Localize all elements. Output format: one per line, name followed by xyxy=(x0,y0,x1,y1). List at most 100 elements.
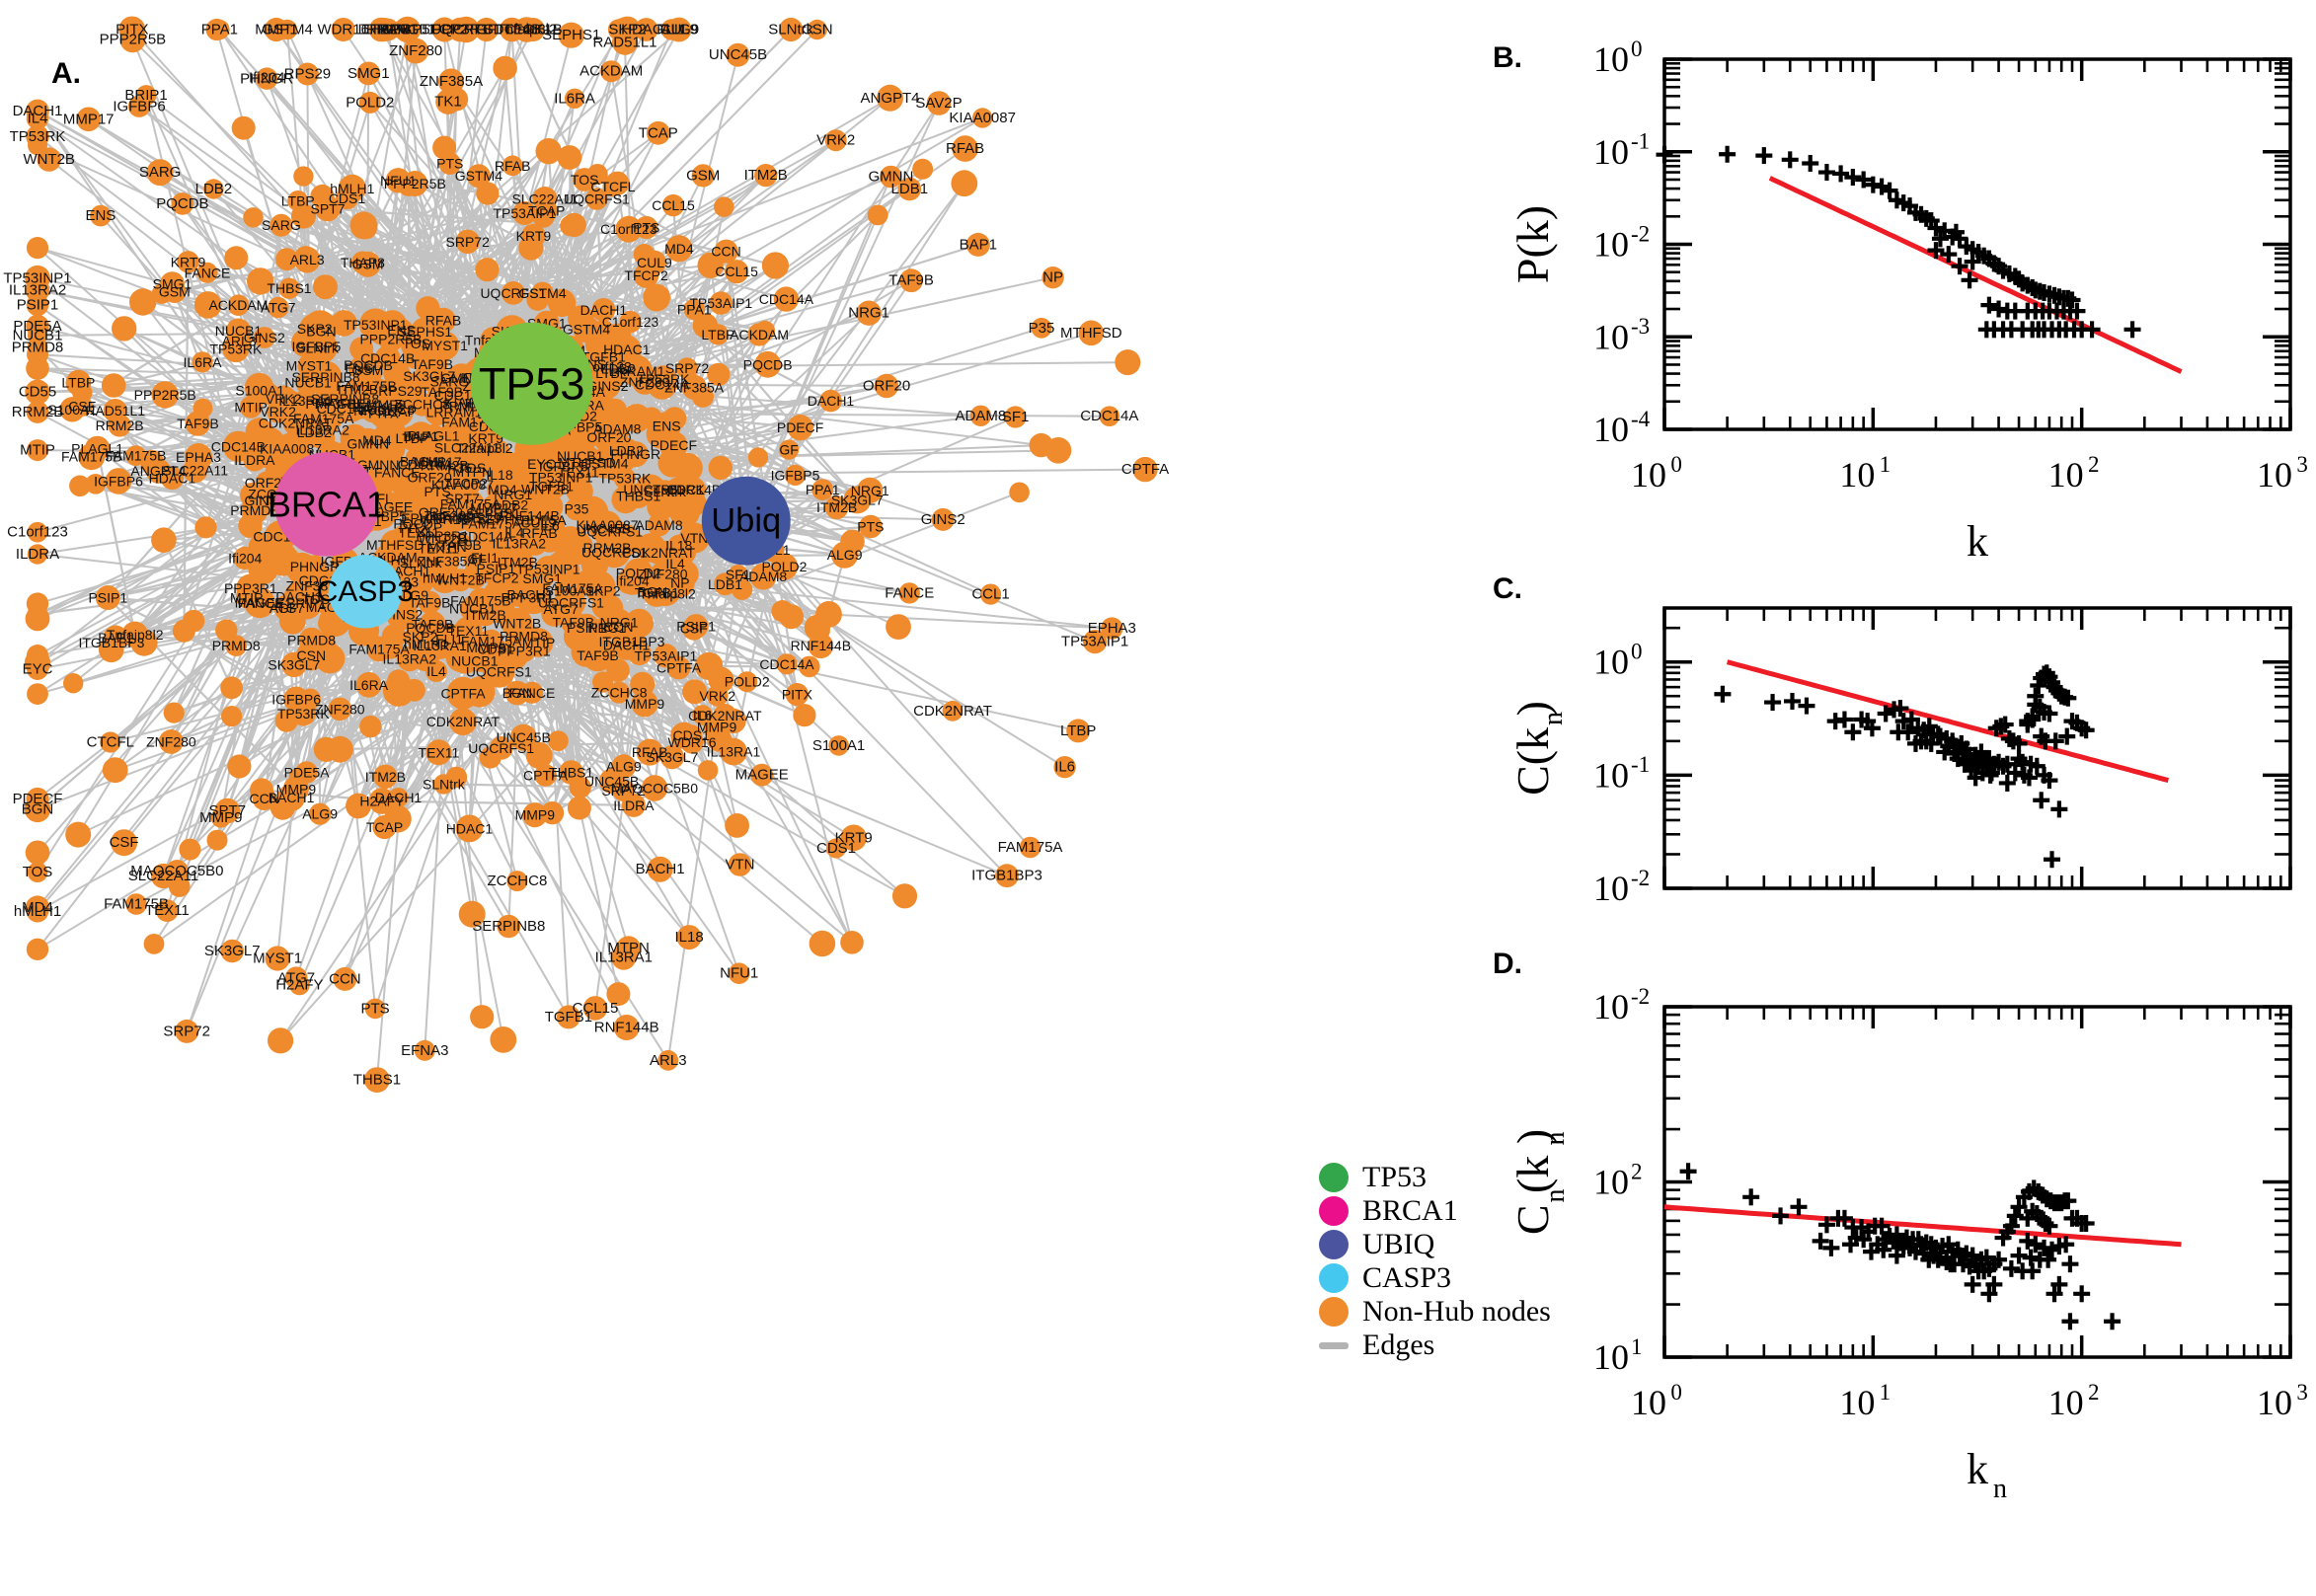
network-node[interactable] xyxy=(1009,483,1030,503)
network-node[interactable] xyxy=(684,299,706,321)
network-node[interactable] xyxy=(570,777,591,798)
network-node[interactable] xyxy=(612,754,637,779)
network-node[interactable] xyxy=(776,653,797,674)
network-node[interactable] xyxy=(254,327,275,348)
network-node[interactable] xyxy=(787,415,812,440)
network-node[interactable] xyxy=(660,745,684,769)
network-node[interactable] xyxy=(868,205,888,226)
network-node[interactable] xyxy=(680,724,702,746)
network-node[interactable] xyxy=(385,376,415,406)
network-node[interactable] xyxy=(289,975,310,996)
network-node[interactable] xyxy=(277,784,305,811)
network-node[interactable] xyxy=(502,452,531,482)
network-node[interactable] xyxy=(268,297,288,318)
network-node[interactable] xyxy=(748,447,768,467)
network-node[interactable] xyxy=(278,278,299,299)
network-node[interactable] xyxy=(698,760,719,781)
network-node[interactable] xyxy=(641,408,662,429)
network-node[interactable] xyxy=(585,188,607,209)
network-node[interactable] xyxy=(793,704,815,726)
network-node[interactable] xyxy=(698,253,724,278)
network-node[interactable] xyxy=(152,381,179,408)
network-node[interactable] xyxy=(375,418,406,448)
network-node[interactable] xyxy=(234,547,257,570)
network-node[interactable] xyxy=(25,266,50,291)
network-node[interactable] xyxy=(1100,406,1120,426)
network-node[interactable] xyxy=(779,18,803,41)
network-node[interactable] xyxy=(28,544,47,564)
network-node[interactable] xyxy=(365,999,386,1020)
network-node[interactable] xyxy=(564,432,589,458)
network-node[interactable] xyxy=(490,1026,516,1053)
network-node[interactable] xyxy=(395,17,422,43)
network-node[interactable] xyxy=(912,159,933,180)
network-node[interactable] xyxy=(565,89,584,109)
network-node[interactable] xyxy=(1132,457,1157,482)
network-node[interactable] xyxy=(161,467,184,490)
network-node[interactable] xyxy=(754,164,777,187)
network-node[interactable] xyxy=(966,233,990,257)
network-node[interactable] xyxy=(63,673,83,693)
network-node[interactable] xyxy=(548,289,576,317)
network-node[interactable] xyxy=(661,19,682,39)
network-node[interactable] xyxy=(831,542,858,569)
network-node[interactable] xyxy=(27,439,48,461)
network-node[interactable] xyxy=(226,329,252,354)
network-node[interactable] xyxy=(300,689,321,710)
network-node[interactable] xyxy=(667,656,691,680)
network-node[interactable] xyxy=(815,601,842,628)
network-node[interactable] xyxy=(618,567,647,595)
network-node[interactable] xyxy=(291,203,316,228)
network-node[interactable] xyxy=(446,767,468,789)
network-node[interactable] xyxy=(611,946,636,970)
network-node[interactable] xyxy=(125,445,146,466)
network-node[interactable] xyxy=(825,129,847,151)
network-node[interactable] xyxy=(522,802,547,827)
network-node[interactable] xyxy=(506,871,527,891)
hub-node-ubiq[interactable] xyxy=(702,477,791,566)
network-node[interactable] xyxy=(859,515,883,539)
hub-node-brca1[interactable] xyxy=(274,452,378,556)
network-node[interactable] xyxy=(215,798,241,824)
network-node[interactable] xyxy=(268,1027,293,1053)
network-node[interactable] xyxy=(295,761,317,783)
network-node[interactable] xyxy=(102,373,126,398)
network-node[interactable] xyxy=(707,363,730,386)
network-node[interactable] xyxy=(26,356,49,380)
network-node[interactable] xyxy=(424,534,453,564)
hub-node-tp53[interactable] xyxy=(471,323,593,445)
network-node[interactable] xyxy=(732,579,752,600)
network-node[interactable] xyxy=(336,188,358,210)
network-node[interactable] xyxy=(714,196,734,217)
network-node[interactable] xyxy=(560,215,580,236)
network-node[interactable] xyxy=(600,60,622,82)
network-node[interactable] xyxy=(1005,406,1027,427)
network-node[interactable] xyxy=(592,298,616,322)
network-node[interactable] xyxy=(383,675,415,707)
network-node[interactable] xyxy=(100,731,120,752)
network-node[interactable] xyxy=(647,121,670,145)
network-node[interactable] xyxy=(568,797,591,820)
network-node[interactable] xyxy=(1030,433,1053,457)
network-node[interactable] xyxy=(1115,349,1140,375)
network-node[interactable] xyxy=(304,555,327,577)
network-node[interactable] xyxy=(104,399,127,422)
network-node[interactable] xyxy=(856,301,881,326)
network-node[interactable] xyxy=(329,698,352,722)
network-node[interactable] xyxy=(228,294,250,316)
network-node[interactable] xyxy=(27,401,49,423)
network-node[interactable] xyxy=(27,237,48,259)
network-node[interactable] xyxy=(651,562,675,586)
network-node[interactable] xyxy=(826,838,846,858)
network-node[interactable] xyxy=(220,940,244,963)
network-node[interactable] xyxy=(331,310,357,337)
network-node[interactable] xyxy=(481,494,506,520)
network-node[interactable] xyxy=(183,458,207,483)
network-node[interactable] xyxy=(397,173,421,196)
network-node[interactable] xyxy=(779,604,804,629)
network-node[interactable] xyxy=(119,27,145,52)
network-node[interactable] xyxy=(350,211,378,239)
